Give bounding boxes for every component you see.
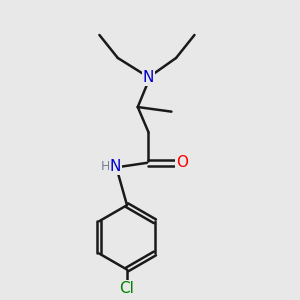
Text: N: N <box>110 159 121 174</box>
Text: H: H <box>101 160 110 173</box>
Text: Cl: Cl <box>120 281 134 296</box>
Text: O: O <box>176 155 188 170</box>
Text: N: N <box>143 70 154 86</box>
